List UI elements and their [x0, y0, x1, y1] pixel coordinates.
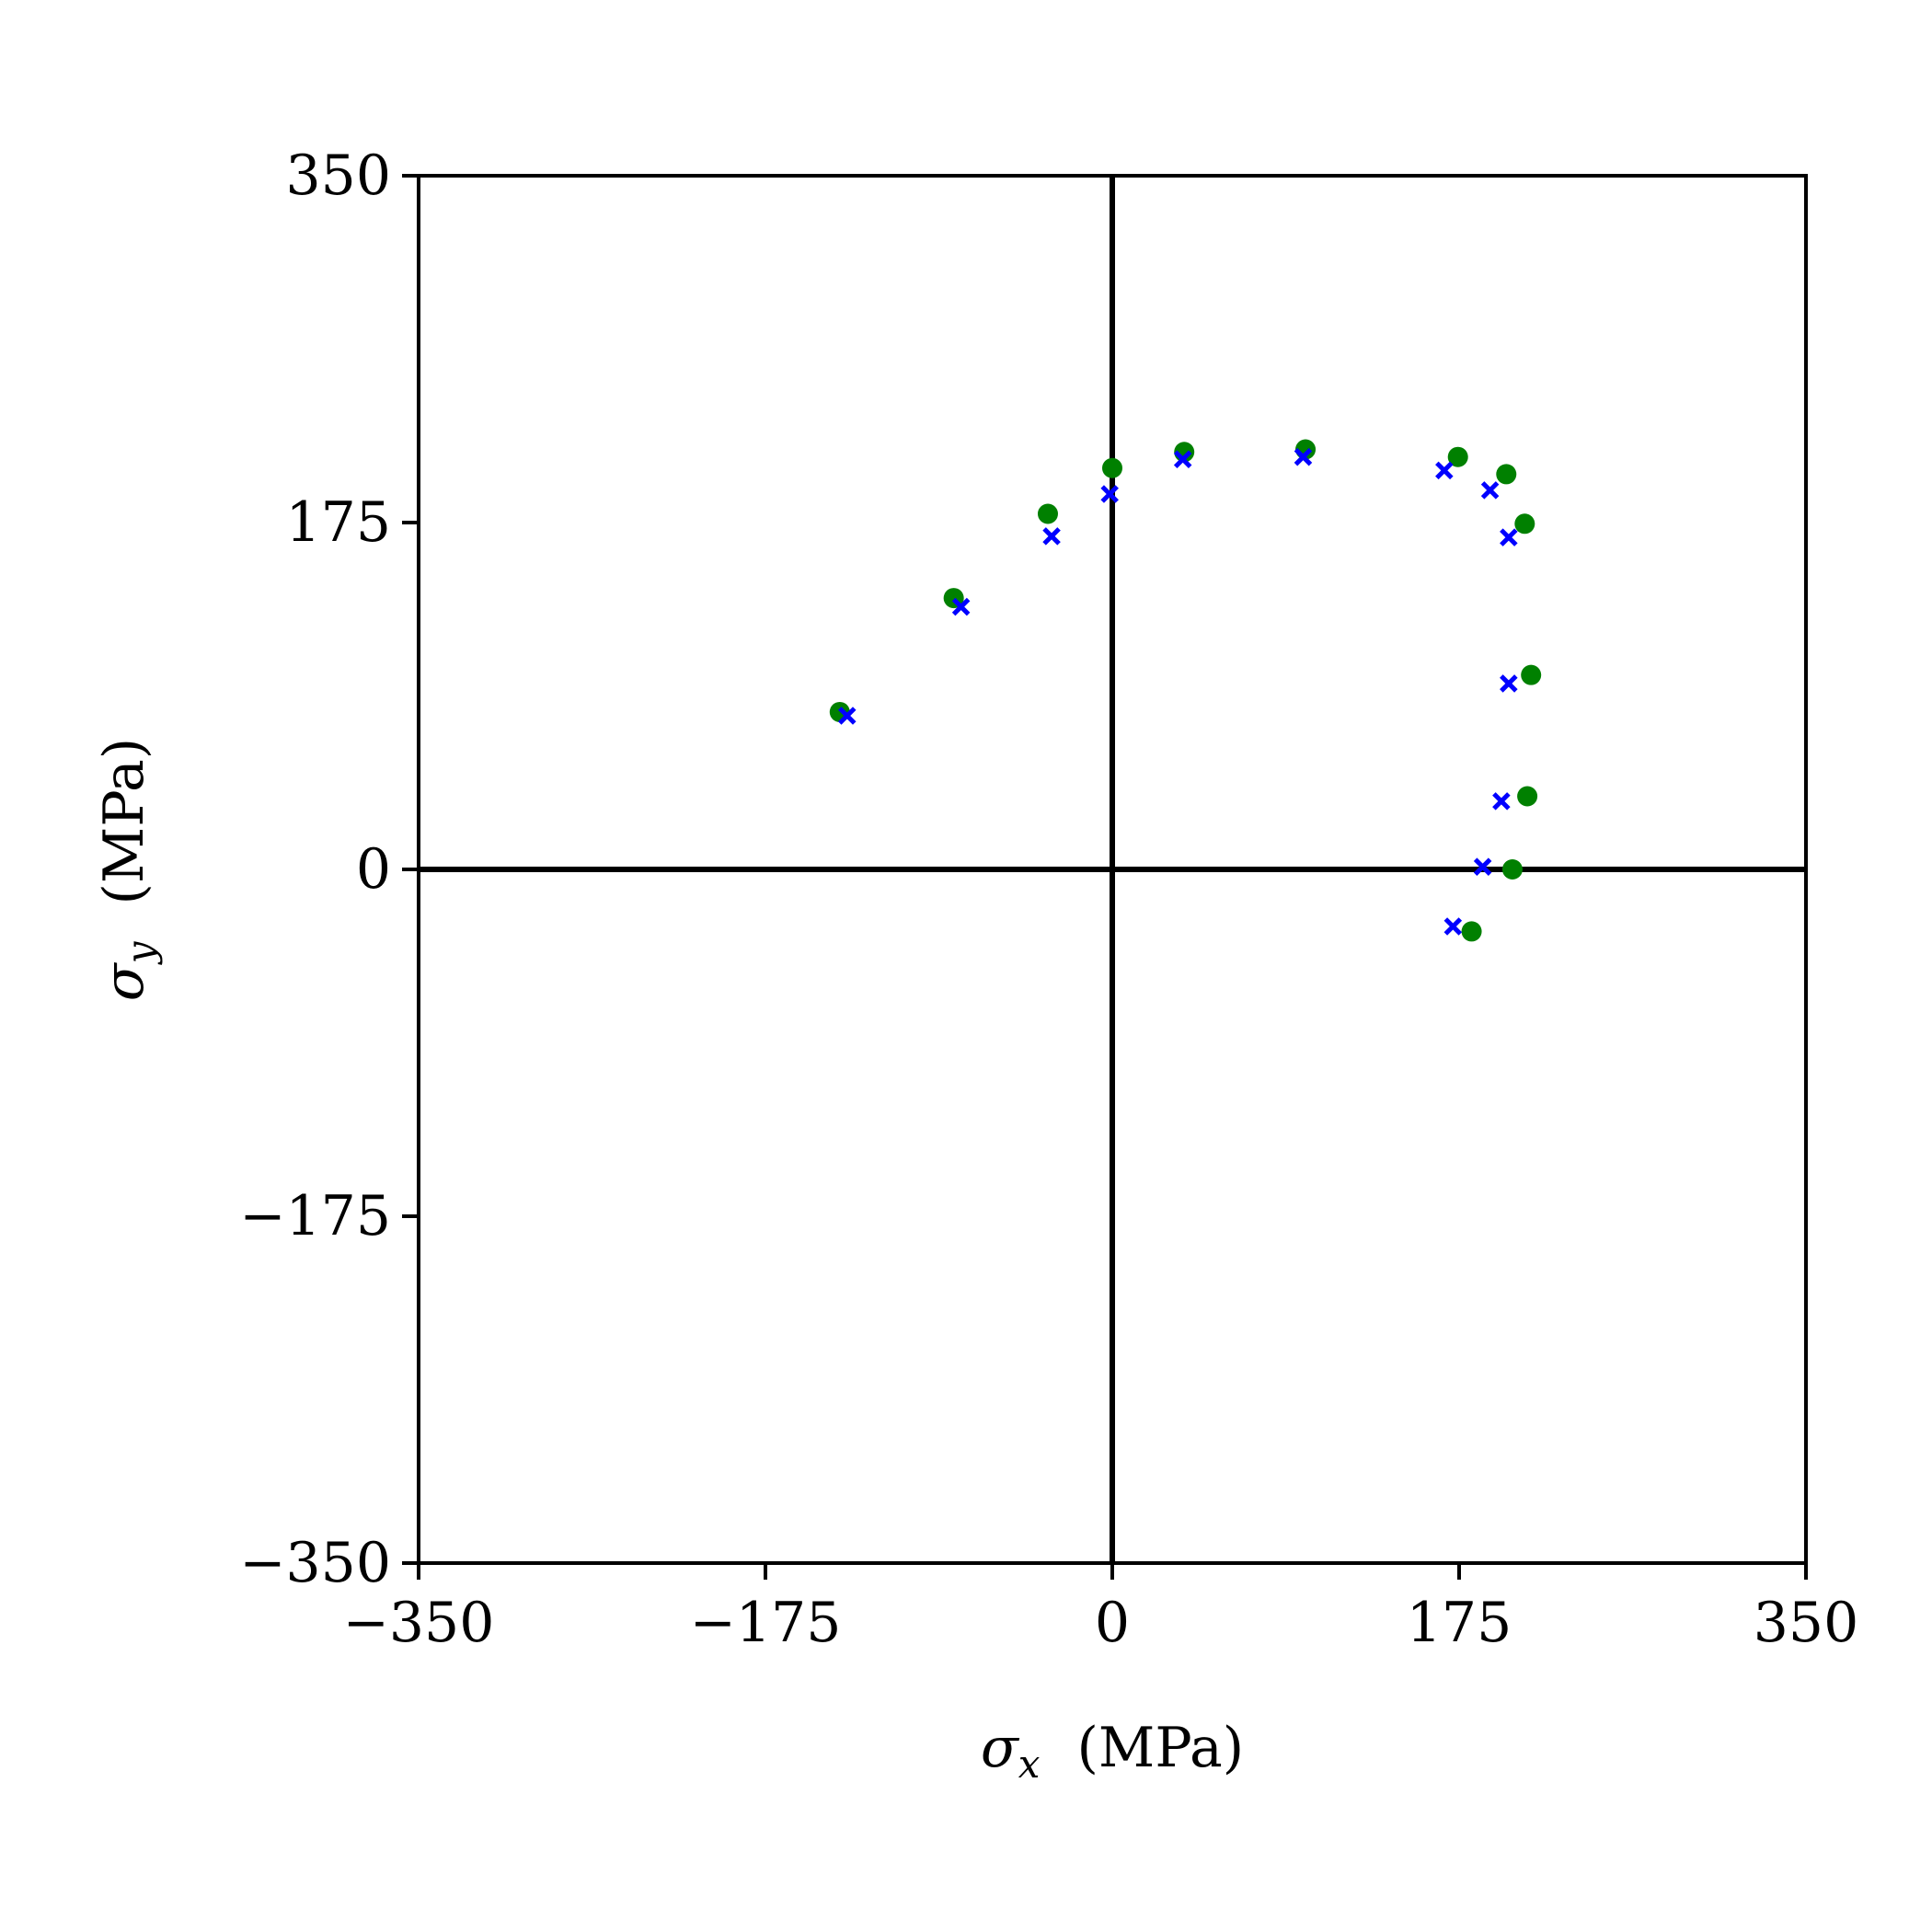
point	[1492, 792, 1511, 811]
point	[1501, 859, 1523, 880]
y-tick-label: −175	[239, 1184, 391, 1248]
point	[1100, 485, 1119, 503]
point	[1294, 447, 1313, 466]
y-label-unit: (MPa)	[92, 738, 156, 905]
point	[1042, 527, 1061, 546]
point	[837, 707, 857, 725]
y-label-symbol: σ	[92, 961, 156, 1001]
point	[1102, 457, 1122, 478]
point	[1514, 513, 1535, 535]
y-label-subscript: y	[118, 940, 163, 965]
point	[1461, 921, 1482, 942]
point	[1447, 446, 1468, 467]
y-tick-label: 175	[285, 490, 391, 555]
point	[1037, 503, 1058, 524]
point	[1500, 528, 1518, 546]
y-tick-label: 0	[356, 837, 391, 902]
point	[1500, 674, 1518, 693]
x-label-symbol: σ	[981, 1716, 1020, 1780]
x-tick-label: −175	[690, 1591, 842, 1655]
x-tick-label: −350	[343, 1591, 495, 1655]
x-tick-label: 175	[1407, 1591, 1512, 1655]
x-label-unit: (MPa)	[1076, 1716, 1244, 1780]
y-axis-label: σy (MPa)	[92, 738, 163, 1001]
x-axis-label: σx (MPa)	[981, 1716, 1244, 1787]
point	[1443, 917, 1463, 936]
point	[1480, 481, 1500, 500]
y-tick-label: 350	[285, 144, 391, 208]
x-tick-label: 0	[1095, 1591, 1130, 1655]
point	[1473, 857, 1492, 876]
point	[951, 597, 971, 616]
x-tick-label: 350	[1754, 1591, 1859, 1655]
point	[1496, 464, 1517, 485]
point	[1517, 786, 1538, 807]
point	[1173, 450, 1192, 469]
y-tick-label: −350	[239, 1531, 391, 1595]
point	[1435, 461, 1454, 480]
x-label-subscript: x	[1018, 1742, 1041, 1787]
point	[1521, 664, 1542, 685]
